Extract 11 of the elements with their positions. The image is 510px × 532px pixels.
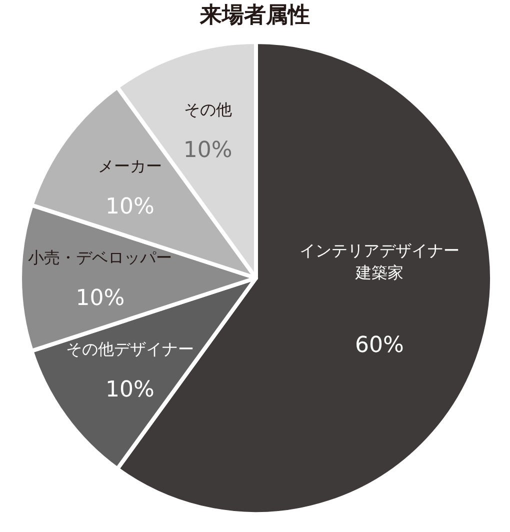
slice-label: メーカー (98, 156, 162, 176)
slice-label: 小売・デベロッパー (28, 248, 172, 268)
slice-label: その他デザイナー (66, 340, 194, 359)
data-label: 10% (76, 286, 125, 312)
slice-label: インテリアデザイナー建築家 (299, 241, 460, 282)
chart-title: 来場者属性 (199, 3, 310, 28)
data-label: 10% (106, 194, 154, 220)
slice-label: その他 (184, 100, 232, 120)
data-label: 10% (106, 378, 154, 403)
data-label: 10% (183, 138, 232, 163)
data-label: 60% (354, 333, 404, 358)
